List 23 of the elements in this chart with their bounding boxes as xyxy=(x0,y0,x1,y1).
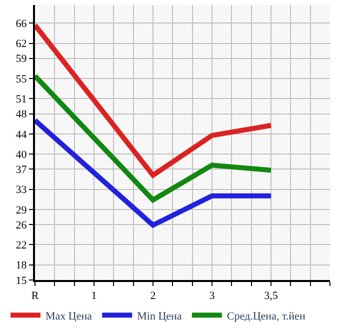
y-tick-label: 22 xyxy=(16,240,27,252)
legend-label: Сред.Цена, т.йен xyxy=(226,310,306,322)
x-tick-label: 1 xyxy=(91,290,97,302)
legend-label: Max Цена xyxy=(46,310,92,322)
y-tick-label: 48 xyxy=(16,108,28,121)
y-tick-label: 40 xyxy=(16,148,28,161)
y-tick-label: 62 xyxy=(16,38,27,50)
y-tick-label: 33 xyxy=(16,184,28,196)
x-tick-label: 2 xyxy=(150,290,156,302)
y-tick-label: 59 xyxy=(16,53,28,66)
y-tick-label: 44 xyxy=(16,128,28,141)
x-tick-label: 3 xyxy=(209,290,216,302)
legend-label: Min Цена xyxy=(137,310,182,322)
x-tick-label: R xyxy=(31,290,40,302)
y-tick-label: 18 xyxy=(16,260,28,272)
y-tick-label: 66 xyxy=(16,18,28,30)
y-tick-label: 55 xyxy=(16,73,28,86)
y-tick-label: 26 xyxy=(16,219,28,232)
y-tick-label: 15 xyxy=(16,274,28,287)
y-tick-label: 51 xyxy=(16,94,27,106)
y-tick-label: 29 xyxy=(16,204,28,216)
y-tick-label: 37 xyxy=(16,164,28,176)
x-tick-label: 3,5 xyxy=(264,290,278,302)
